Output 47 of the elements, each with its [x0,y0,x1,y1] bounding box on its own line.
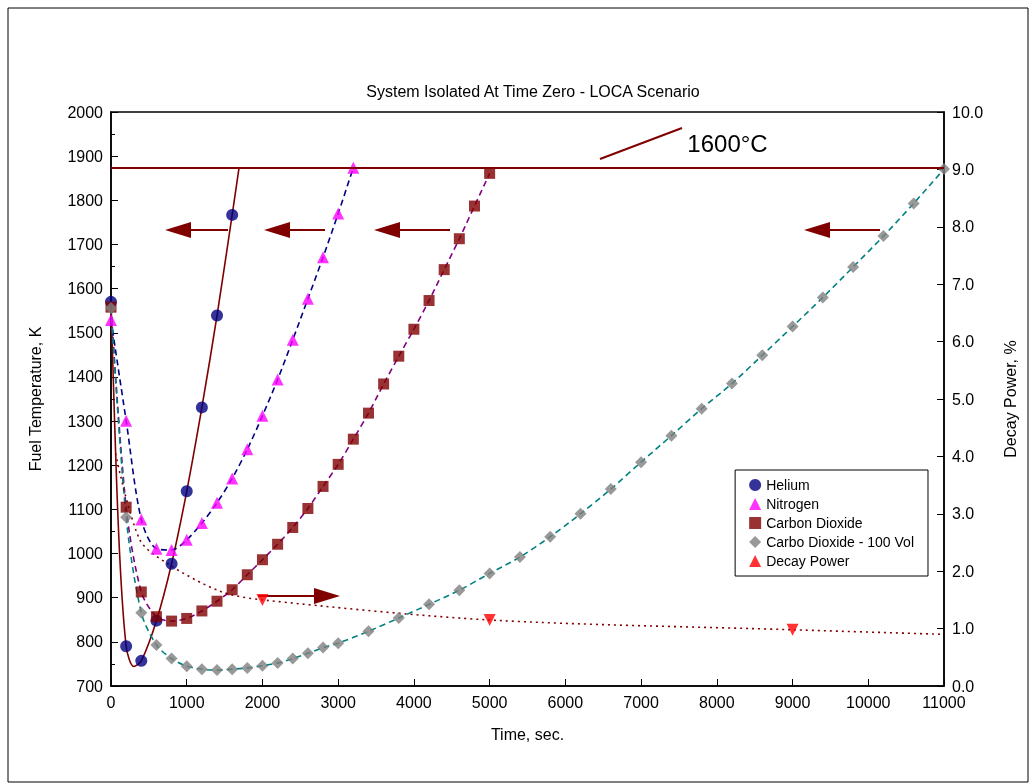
y2-tick-label: 1.0 [952,620,975,638]
legend-label: Nitrogen [766,496,820,512]
y-tick-label: 900 [76,589,104,607]
y2-tick-label: 10.0 [952,103,984,121]
y-tick-label: 800 [76,633,104,651]
y-tick-label: 1600 [67,280,104,298]
y-tick-label: 1100 [68,500,104,518]
x-tick-label: 10000 [846,693,891,711]
x-tick-label: 5000 [471,693,508,711]
x-tick-label: 2000 [244,693,281,711]
y-tick-label: 1000 [67,545,104,563]
x-tick-label: 1000 [168,693,205,711]
y-tick-label: 1900 [67,147,104,165]
y-tick-label: 1300 [67,412,104,430]
y-tick-label: 1500 [67,324,104,342]
legend-label: Carbo Dioxide - 100 Vol [766,534,915,550]
legend-label: Carbon Dioxide [766,515,863,531]
x-tick-label: 6000 [547,693,584,711]
x-tick-label: 3000 [320,693,357,711]
y-tick-label: 1800 [67,191,104,209]
x-tick-label: 0 [106,693,116,711]
y2-axis-title: Decay Power, % [1001,340,1019,458]
legend-label: Decay Power [766,553,850,569]
y2-tick-label: 5.0 [952,390,975,408]
chart-title: System Isolated At Time Zero - LOCA Scenario [366,82,700,100]
y-tick-label: 1700 [67,235,104,253]
y-tick-label: 700 [76,677,104,695]
y2-tick-label: 2.0 [952,562,975,580]
legend-label: 1600°C [687,129,768,157]
y2-tick-label: 7.0 [952,275,975,293]
x-tick-label: 4000 [396,693,432,711]
y2-tick-label: 9.0 [952,160,975,178]
y2-tick-label: 6.0 [952,333,975,351]
x-axis-title: Time, sec. [490,725,565,743]
y-axis-title: Fuel Temperature, K [26,326,44,472]
y-tick-label: 1400 [67,368,104,386]
y-tick-label: 1200 [67,456,104,474]
x-tick-label: 7000 [623,693,659,711]
x-tick-label: 8000 [699,693,735,711]
x-tick-label: 11000 [922,693,966,711]
legend-label: Helium [766,477,810,493]
y2-tick-label: 8.0 [952,218,975,236]
y2-tick-label: 3.0 [952,505,975,523]
y2-tick-label: 4.0 [952,447,975,465]
y2-tick-label: 0.0 [952,677,975,695]
x-tick-label: 9000 [774,693,811,711]
y-tick-label: 2000 [67,103,104,121]
